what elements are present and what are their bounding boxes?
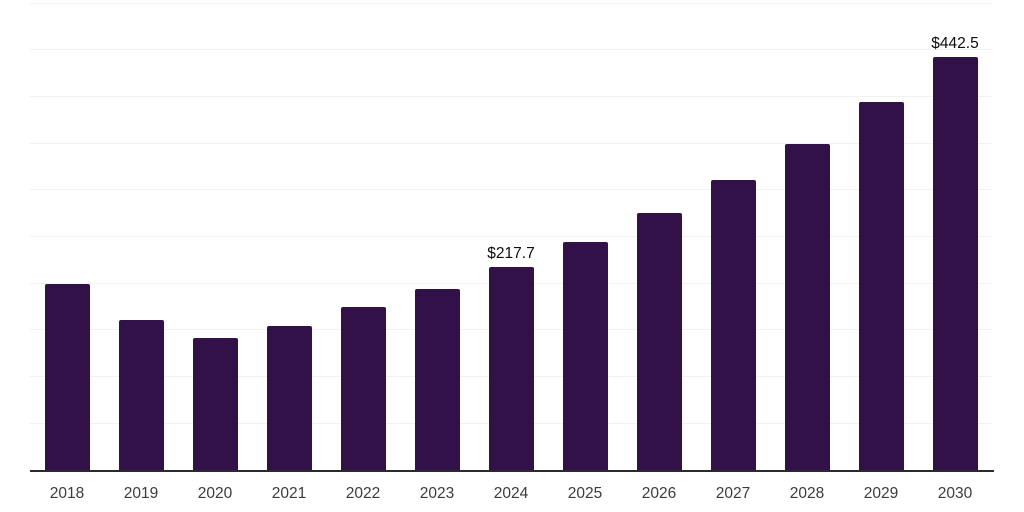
bar-2029[interactable]: [858, 102, 904, 470]
x-tick-2019: 2019: [123, 485, 159, 502]
x-tick-2022: 2022: [345, 485, 381, 502]
data-label-2030: $442.5: [931, 34, 979, 52]
bar-2022[interactable]: [340, 307, 386, 470]
bar-2030[interactable]: [932, 56, 978, 470]
bar-2028[interactable]: [784, 144, 830, 470]
data-label-2024: $217.7: [487, 244, 535, 262]
x-tick-2026: 2026: [641, 485, 677, 502]
bar-2027[interactable]: [710, 180, 756, 470]
x-tick-2029: 2029: [863, 485, 899, 502]
x-tick-2024: 2024: [493, 485, 529, 502]
gridline-400: [30, 95, 992, 97]
bar-2021[interactable]: [266, 325, 312, 470]
gridline-500: [30, 2, 992, 4]
x-axis-line: [30, 470, 994, 472]
bar-2025[interactable]: [562, 241, 608, 470]
x-tick-2030: 2030: [937, 485, 973, 502]
gridline-300: [30, 189, 992, 191]
x-tick-2027: 2027: [715, 485, 751, 502]
gridline-350: [30, 142, 992, 144]
bar-2024[interactable]: [488, 266, 534, 470]
bar-2020[interactable]: [192, 338, 238, 470]
bar-2019[interactable]: [118, 320, 164, 470]
x-tick-2028: 2028: [789, 485, 825, 502]
bar-2026[interactable]: [636, 213, 682, 470]
x-tick-2023: 2023: [419, 485, 455, 502]
x-tick-2020: 2020: [197, 485, 233, 502]
x-tick-2025: 2025: [567, 485, 603, 502]
bar-2023[interactable]: [414, 288, 460, 470]
gridline-450: [30, 49, 992, 51]
x-tick-2021: 2021: [271, 485, 307, 502]
x-tick-2018: 2018: [49, 485, 85, 502]
gridline-250: [30, 236, 992, 237]
bar-2018[interactable]: [44, 284, 90, 470]
